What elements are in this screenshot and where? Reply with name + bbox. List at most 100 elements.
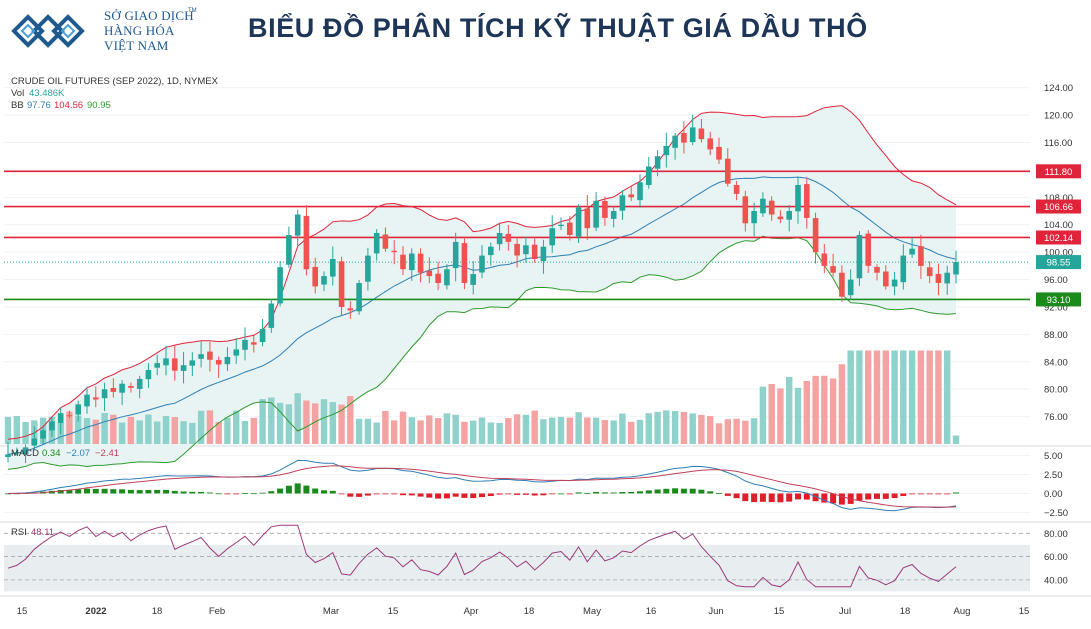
time-tick-label: 2022 [85, 606, 106, 617]
resistance-level-label: 102.14 [1044, 233, 1073, 244]
resistance-level-tag [1036, 164, 1081, 179]
time-tick-label: Feb [209, 606, 225, 617]
volume-bar [154, 421, 161, 444]
chart-background [0, 68, 1091, 624]
candle-body [84, 394, 90, 407]
rsi-band [4, 544, 1030, 592]
macd-histogram-bar [821, 493, 828, 503]
candle-body [40, 430, 46, 439]
volume-bar [698, 414, 705, 444]
price-tick-label: 96.00 [1044, 275, 1068, 286]
candle-body [444, 269, 450, 286]
volume-bar [645, 413, 652, 444]
macd-histogram-bar [628, 491, 635, 494]
macd-histogram-bar [856, 493, 863, 501]
macd-histogram-bar [356, 493, 363, 497]
candle-body [330, 259, 336, 277]
candle-body [672, 135, 678, 148]
header: SỞ GIAO DỊCH HÀNG HÓA VIỆT NAM TM BIỂU Đ… [0, 0, 1091, 62]
price-tick-label: 104.00 [1044, 220, 1073, 231]
candle-body [830, 266, 836, 273]
macd-tick-label: 0.00 [1044, 489, 1063, 500]
candle-body [49, 421, 55, 431]
volume-bar [215, 422, 222, 444]
macd-histogram-bar [57, 490, 64, 494]
candle-body [531, 244, 538, 259]
macd-tick-label: 2.50 [1044, 470, 1063, 481]
volume-bar [601, 420, 609, 444]
macd-histogram-bar [926, 493, 933, 495]
volume-bar [794, 387, 802, 444]
volume-bar [742, 420, 749, 444]
volume-bar [206, 410, 214, 444]
candle-body [242, 339, 248, 350]
macd-histogram-bar [689, 488, 696, 494]
candle-body [391, 250, 397, 253]
macd-histogram-bar [487, 493, 494, 496]
macd-histogram-bar [830, 493, 837, 504]
legend-macd-v3: −2.41 [95, 448, 119, 459]
macd-histogram-bar [5, 493, 11, 495]
candle-body [523, 245, 529, 255]
candle-body [268, 303, 275, 328]
macd-histogram-bar [198, 491, 205, 494]
volume-bar [197, 410, 205, 444]
candle-body [567, 222, 573, 235]
candle-body [953, 262, 959, 275]
candle-body [321, 276, 327, 285]
candle-body [101, 389, 108, 399]
chart-area: 124.00120.00116.00112.00108.00104.00100.… [0, 68, 1091, 624]
candle-body [145, 370, 152, 380]
candle-body [426, 270, 433, 277]
rsi-tick-label: 40.00 [1044, 575, 1068, 586]
price-tick-label: 124.00 [1044, 83, 1073, 94]
volume-bar [584, 417, 591, 444]
candle-body [874, 267, 880, 273]
candle-body [751, 211, 757, 224]
candle-body [760, 198, 766, 214]
volume-bar [110, 414, 117, 444]
volume-bar [285, 404, 293, 444]
volume-bar [92, 419, 99, 444]
macd-histogram-bar [426, 493, 433, 498]
resistance-level-label: 111.80 [1045, 167, 1073, 178]
candle-body [154, 363, 160, 368]
candle-body [900, 255, 907, 283]
candle-body [128, 386, 134, 388]
macd-histogram-bar [268, 491, 275, 494]
macd-tick-label: −2.50 [1044, 508, 1068, 519]
macd-histogram-bar [391, 493, 398, 495]
macd-histogram-bar [944, 493, 951, 495]
macd-histogram-bar [566, 493, 573, 495]
candle-body [233, 349, 239, 356]
candle-body [251, 342, 257, 345]
candle-body [584, 208, 591, 229]
volume-bar [689, 413, 696, 444]
macd-histogram-bar [786, 493, 793, 502]
candle-body [163, 358, 169, 366]
volume-bar [505, 418, 512, 444]
macd-histogram-bar [759, 493, 766, 502]
volume-bar [180, 421, 187, 444]
candle-body [742, 196, 749, 224]
volume-bar [926, 350, 933, 444]
volume-bar [452, 414, 459, 444]
candle-body [847, 279, 854, 296]
volume-bar [610, 420, 617, 444]
volume-bar [821, 375, 828, 444]
volume-bar [724, 419, 731, 444]
volume-bar [671, 411, 679, 444]
candle-body [110, 388, 117, 392]
volume-bar [759, 386, 767, 444]
volume-bar [347, 396, 354, 444]
volume-bar [162, 416, 170, 444]
macd-histogram-bar [452, 493, 459, 497]
candle-body [883, 271, 889, 287]
candle-body [488, 246, 494, 256]
volume-bar [575, 412, 582, 444]
candle-body [558, 224, 564, 227]
macd-histogram-bar [909, 493, 916, 495]
volume-bar [329, 402, 336, 444]
candle-body [777, 216, 784, 220]
macd-histogram-bar [338, 493, 345, 495]
